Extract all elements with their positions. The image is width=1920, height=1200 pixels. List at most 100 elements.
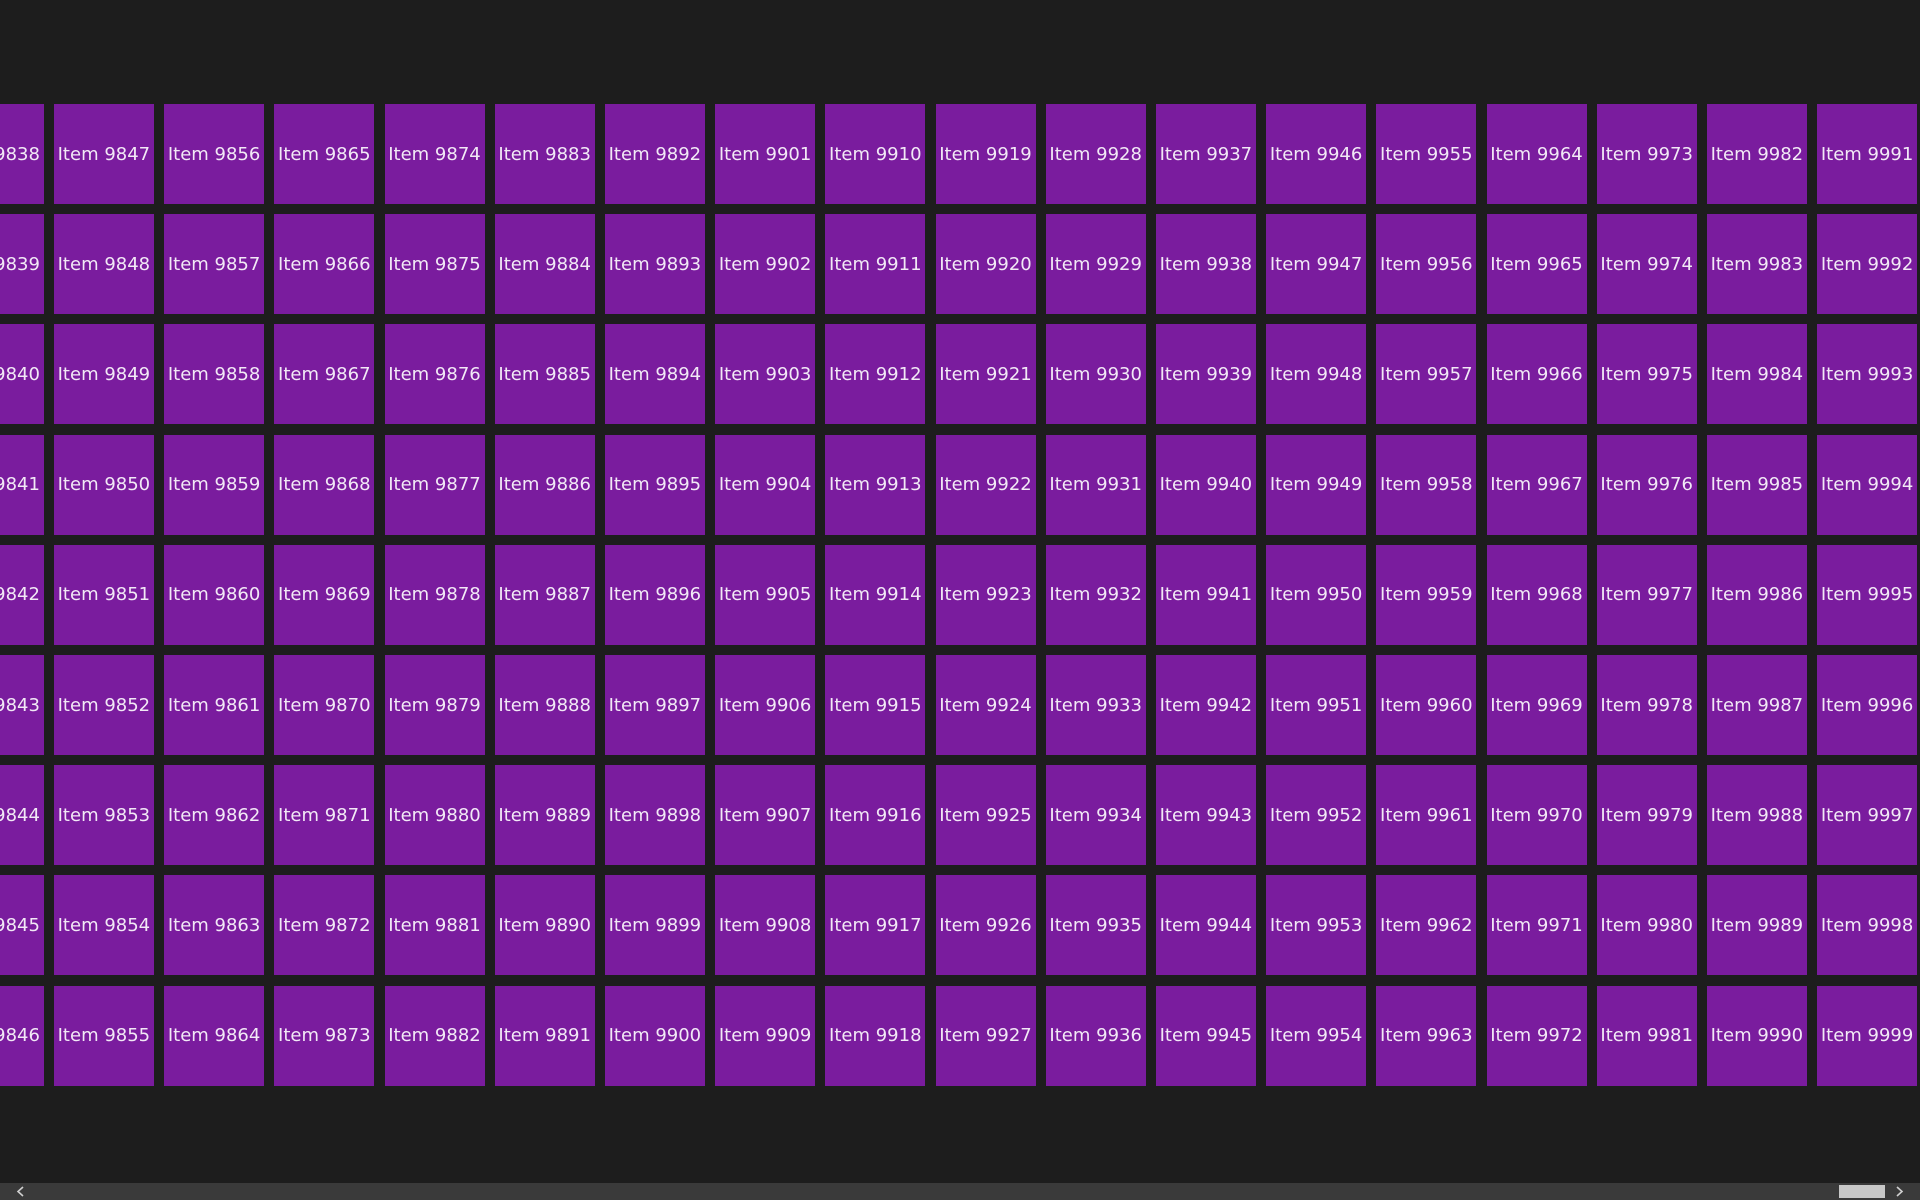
item-tile[interactable]: Item 9879 [384, 655, 485, 755]
item-tile[interactable]: Item 9885 [494, 324, 595, 425]
item-tile[interactable]: Item 9893 [604, 214, 705, 315]
scroll-thumb[interactable] [1839, 1185, 1885, 1198]
item-tile[interactable]: Item 9984 [1706, 324, 1807, 425]
item-tile[interactable]: Item 9937 [1155, 104, 1256, 204]
item-tile[interactable]: Item 9951 [1266, 655, 1367, 755]
horizontal-scrollbar[interactable] [0, 1183, 1920, 1200]
item-tile[interactable]: Item 9954 [1266, 985, 1367, 1086]
item-tile[interactable]: Item 9882 [384, 985, 485, 1086]
item-tile[interactable]: Item 9922 [935, 434, 1036, 535]
scroll-right-arrow[interactable] [1891, 1183, 1908, 1200]
item-tile[interactable]: Item 9881 [384, 875, 485, 976]
item-tile[interactable]: Item 9944 [1155, 875, 1256, 976]
item-tile[interactable]: Item 9917 [825, 875, 926, 976]
item-tile[interactable]: Item 9844 [0, 765, 44, 866]
item-tile[interactable]: Item 9965 [1486, 214, 1587, 315]
item-tile[interactable]: Item 9941 [1155, 544, 1256, 645]
item-tile[interactable]: Item 9968 [1486, 544, 1587, 645]
item-tile[interactable]: Item 9957 [1376, 324, 1477, 425]
item-tile[interactable]: Item 9895 [604, 434, 705, 535]
item-tile[interactable]: Item 9964 [1486, 104, 1587, 204]
item-tile[interactable]: Item 9912 [825, 324, 926, 425]
item-tile[interactable]: Item 9963 [1376, 985, 1477, 1086]
item-tile[interactable]: Item 9928 [1045, 104, 1146, 204]
item-tile[interactable]: Item 9894 [604, 324, 705, 425]
item-tile[interactable]: Item 9978 [1596, 655, 1697, 755]
item-tile[interactable]: Item 9977 [1596, 544, 1697, 645]
item-tile[interactable]: Item 9939 [1155, 324, 1256, 425]
item-tile[interactable]: Item 9956 [1376, 214, 1477, 315]
item-tile[interactable]: Item 9925 [935, 765, 1036, 866]
item-tile[interactable]: Item 9898 [604, 765, 705, 866]
item-tile[interactable]: Item 9999 [1817, 985, 1918, 1086]
item-tile[interactable]: Item 9923 [935, 544, 1036, 645]
item-tile[interactable]: Item 9870 [274, 655, 375, 755]
item-tile[interactable]: Item 9896 [604, 544, 705, 645]
item-tile[interactable]: Item 9987 [1706, 655, 1807, 755]
item-tile[interactable]: Item 9934 [1045, 765, 1146, 866]
item-tile[interactable]: Item 9860 [164, 544, 265, 645]
item-tile[interactable]: Item 9868 [274, 434, 375, 535]
item-tile[interactable]: Item 9946 [1266, 104, 1367, 204]
item-tile[interactable]: Item 9850 [53, 434, 154, 535]
item-tile[interactable]: Item 9873 [274, 985, 375, 1086]
item-tile[interactable]: Item 9875 [384, 214, 485, 315]
item-tile[interactable]: Item 9974 [1596, 214, 1697, 315]
item-tile[interactable]: Item 9897 [604, 655, 705, 755]
item-tile[interactable]: Item 9962 [1376, 875, 1477, 976]
item-tile[interactable]: Item 9880 [384, 765, 485, 866]
item-tile[interactable]: Item 9871 [274, 765, 375, 866]
item-tile[interactable]: Item 9865 [274, 104, 375, 204]
item-tile[interactable]: Item 9891 [494, 985, 595, 1086]
item-tile[interactable]: Item 9930 [1045, 324, 1146, 425]
item-tile[interactable]: Item 9986 [1706, 544, 1807, 645]
item-tile[interactable]: Item 9907 [715, 765, 816, 866]
item-tile[interactable]: Item 9848 [53, 214, 154, 315]
item-tile[interactable]: Item 9900 [604, 985, 705, 1086]
item-tile[interactable]: Item 9867 [274, 324, 375, 425]
item-tile[interactable]: Item 9869 [274, 544, 375, 645]
item-tile[interactable]: Item 9988 [1706, 765, 1807, 866]
item-tile[interactable]: Item 9935 [1045, 875, 1146, 976]
item-tile[interactable]: Item 9842 [0, 544, 44, 645]
item-tile[interactable]: Item 9989 [1706, 875, 1807, 976]
item-tile[interactable]: Item 9892 [604, 104, 705, 204]
item-tile[interactable]: Item 9887 [494, 544, 595, 645]
item-tile[interactable]: Item 9914 [825, 544, 926, 645]
item-tile[interactable]: Item 9888 [494, 655, 595, 755]
item-tile[interactable]: Item 9878 [384, 544, 485, 645]
item-tile[interactable]: Item 9910 [825, 104, 926, 204]
item-tile[interactable]: Item 9949 [1266, 434, 1367, 535]
item-tile[interactable]: Item 9858 [164, 324, 265, 425]
scroll-left-arrow[interactable] [12, 1183, 29, 1200]
item-tile[interactable]: Item 9841 [0, 434, 44, 535]
item-tile[interactable]: Item 9913 [825, 434, 926, 535]
item-tile[interactable]: Item 9976 [1596, 434, 1697, 535]
item-tile[interactable]: Item 9846 [0, 985, 44, 1086]
item-tile[interactable]: Item 9936 [1045, 985, 1146, 1086]
item-tile[interactable]: Item 9884 [494, 214, 595, 315]
item-tile[interactable]: Item 9906 [715, 655, 816, 755]
item-tile[interactable]: Item 9901 [715, 104, 816, 204]
item-tile[interactable]: Item 9843 [0, 655, 44, 755]
item-tile[interactable]: Item 9948 [1266, 324, 1367, 425]
item-tile[interactable]: Item 9973 [1596, 104, 1697, 204]
item-tile[interactable]: Item 9866 [274, 214, 375, 315]
item-tile[interactable]: Item 9933 [1045, 655, 1146, 755]
item-tile[interactable]: Item 9909 [715, 985, 816, 1086]
item-tile[interactable]: Item 9845 [0, 875, 44, 976]
item-tile[interactable]: Item 9876 [384, 324, 485, 425]
item-tile[interactable]: Item 9991 [1817, 104, 1918, 204]
item-tile[interactable]: Item 9942 [1155, 655, 1256, 755]
item-tile[interactable]: Item 9908 [715, 875, 816, 976]
item-tile[interactable]: Item 9886 [494, 434, 595, 535]
item-tile[interactable]: Item 9859 [164, 434, 265, 535]
item-tile[interactable]: Item 9967 [1486, 434, 1587, 535]
item-tile[interactable]: Item 9883 [494, 104, 595, 204]
item-tile[interactable]: Item 9902 [715, 214, 816, 315]
item-tile[interactable]: Item 9863 [164, 875, 265, 976]
item-tile[interactable]: Item 9861 [164, 655, 265, 755]
item-tile[interactable]: Item 9995 [1817, 544, 1918, 645]
item-tile[interactable]: Item 9903 [715, 324, 816, 425]
item-tile[interactable]: Item 9904 [715, 434, 816, 535]
